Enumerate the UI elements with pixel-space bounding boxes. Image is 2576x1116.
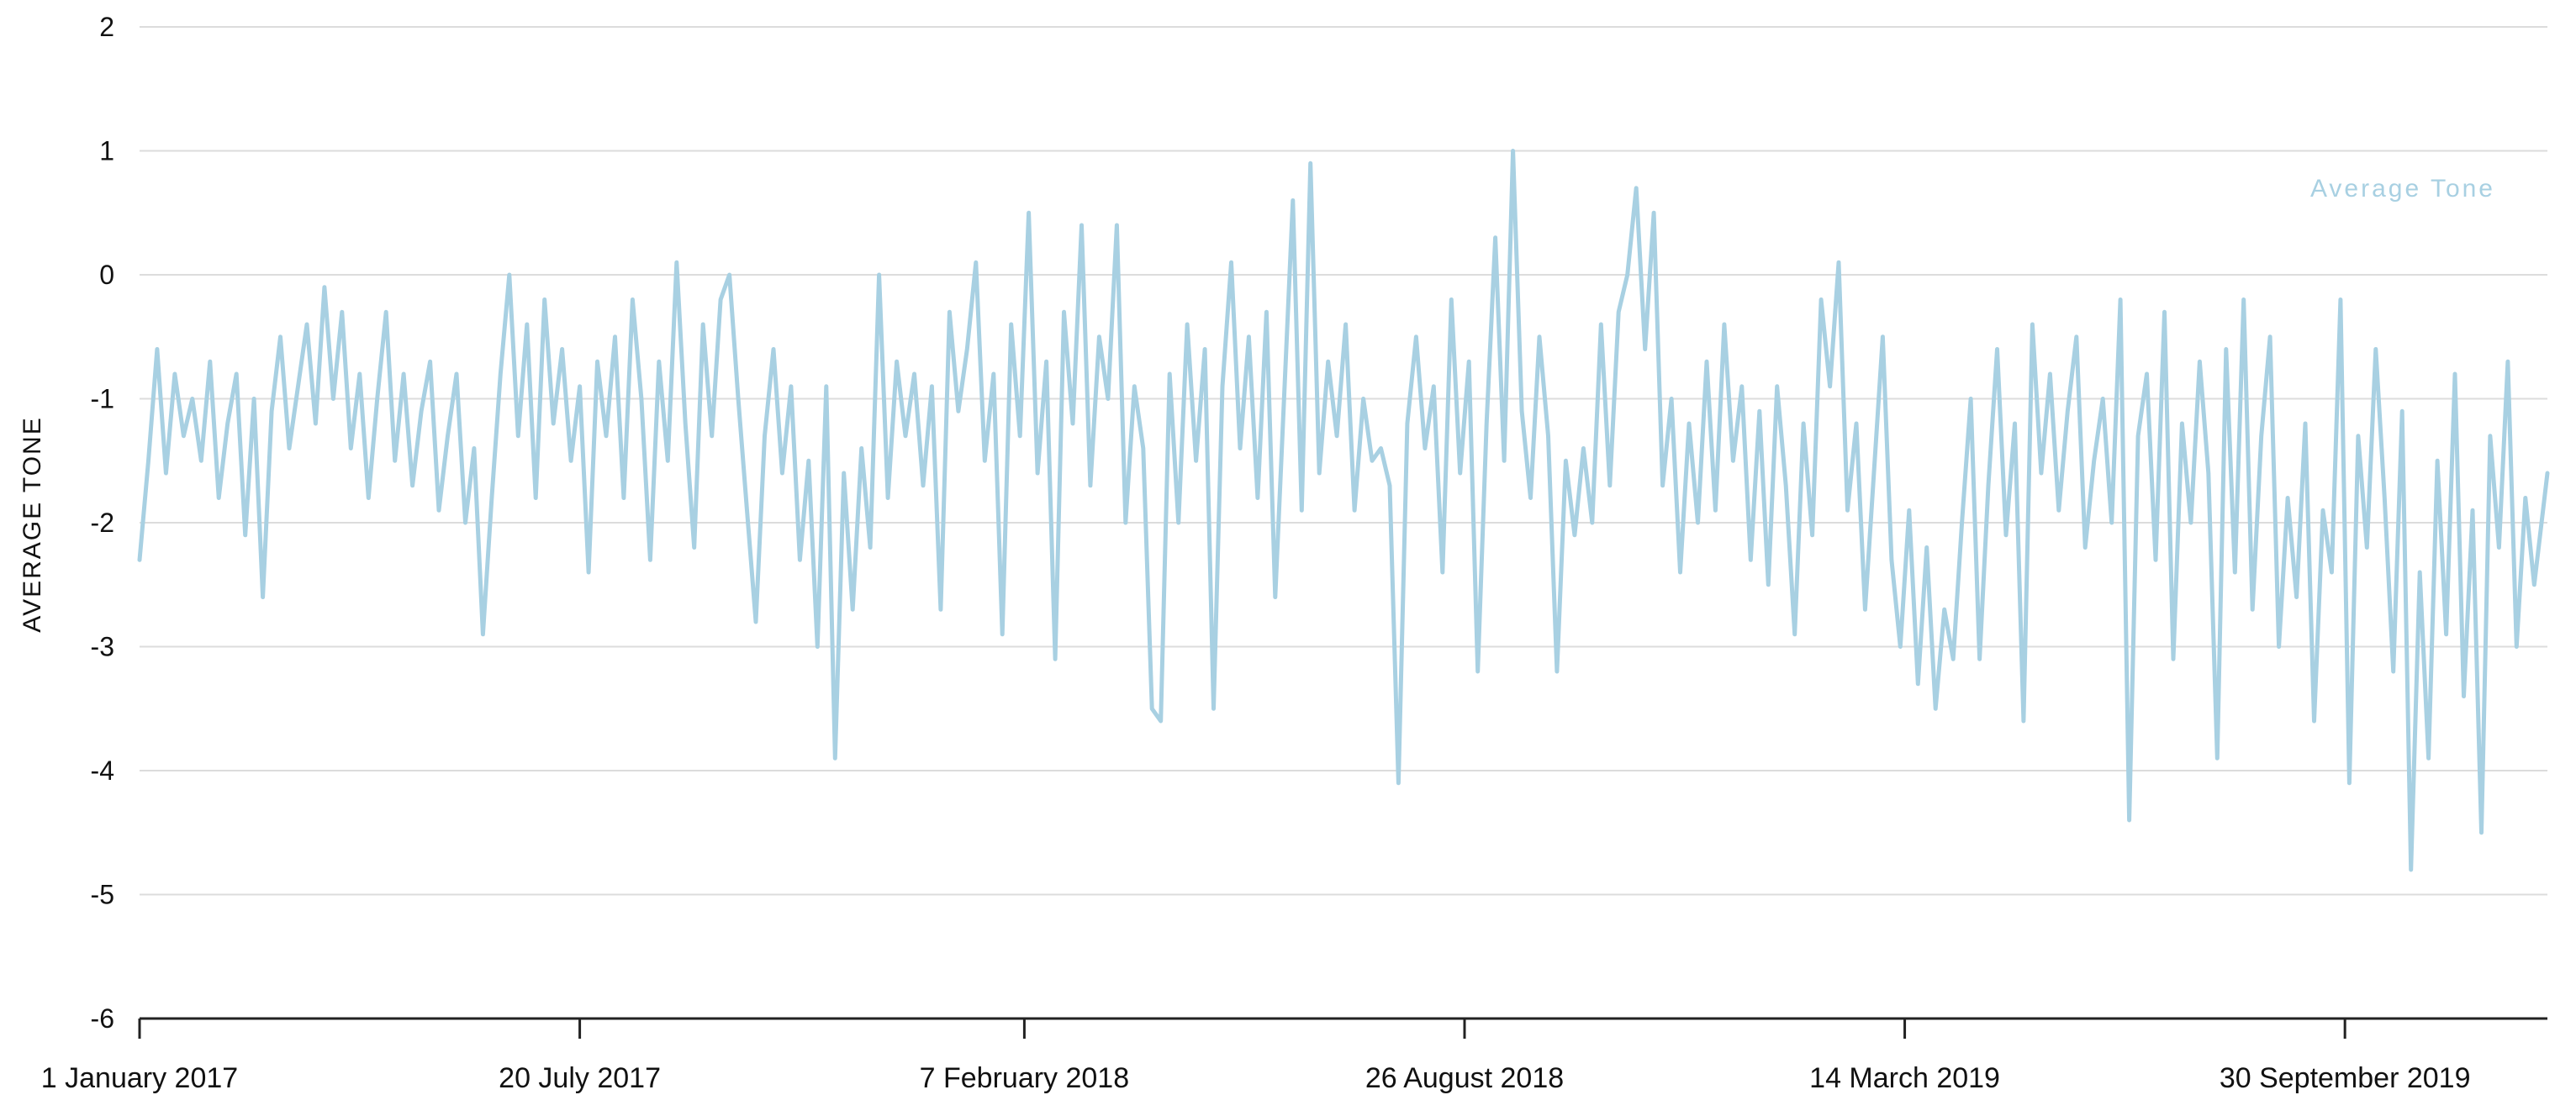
x-tick-label: 7 February 2018 [920,1062,1130,1094]
x-tick-label: 30 September 2019 [2220,1062,2471,1094]
x-tick-label: 20 July 2017 [499,1062,661,1094]
y-axis-ticks: 2 1 0 -1 -2 -3 -4 -5 -6 [91,12,114,1034]
y-tick-label: -1 [91,384,114,414]
y-tick-label: -6 [91,1003,114,1034]
legend-average-tone: Average Tone [2310,175,2495,203]
x-tick-label: 26 August 2018 [1365,1062,1564,1094]
y-tick-label: 0 [99,260,114,290]
y-tick-label: -5 [91,880,114,910]
y-tick-label: 2 [99,12,114,42]
y-tick-label: -2 [91,508,114,538]
y-tick-label: -3 [91,632,114,662]
y-axis-label: AVERAGE TONE [18,416,46,632]
x-tick-label: 1 January 2017 [41,1062,238,1094]
x-axis: 1 January 2017 20 July 2017 7 February 201… [41,1017,2547,1094]
series-lines [137,149,2550,872]
y-tick-label: -4 [91,755,114,786]
y-tick-label: 1 [99,136,114,166]
x-tick-label: 14 March 2019 [1809,1062,2000,1094]
series-line-average-tone [137,149,2550,872]
